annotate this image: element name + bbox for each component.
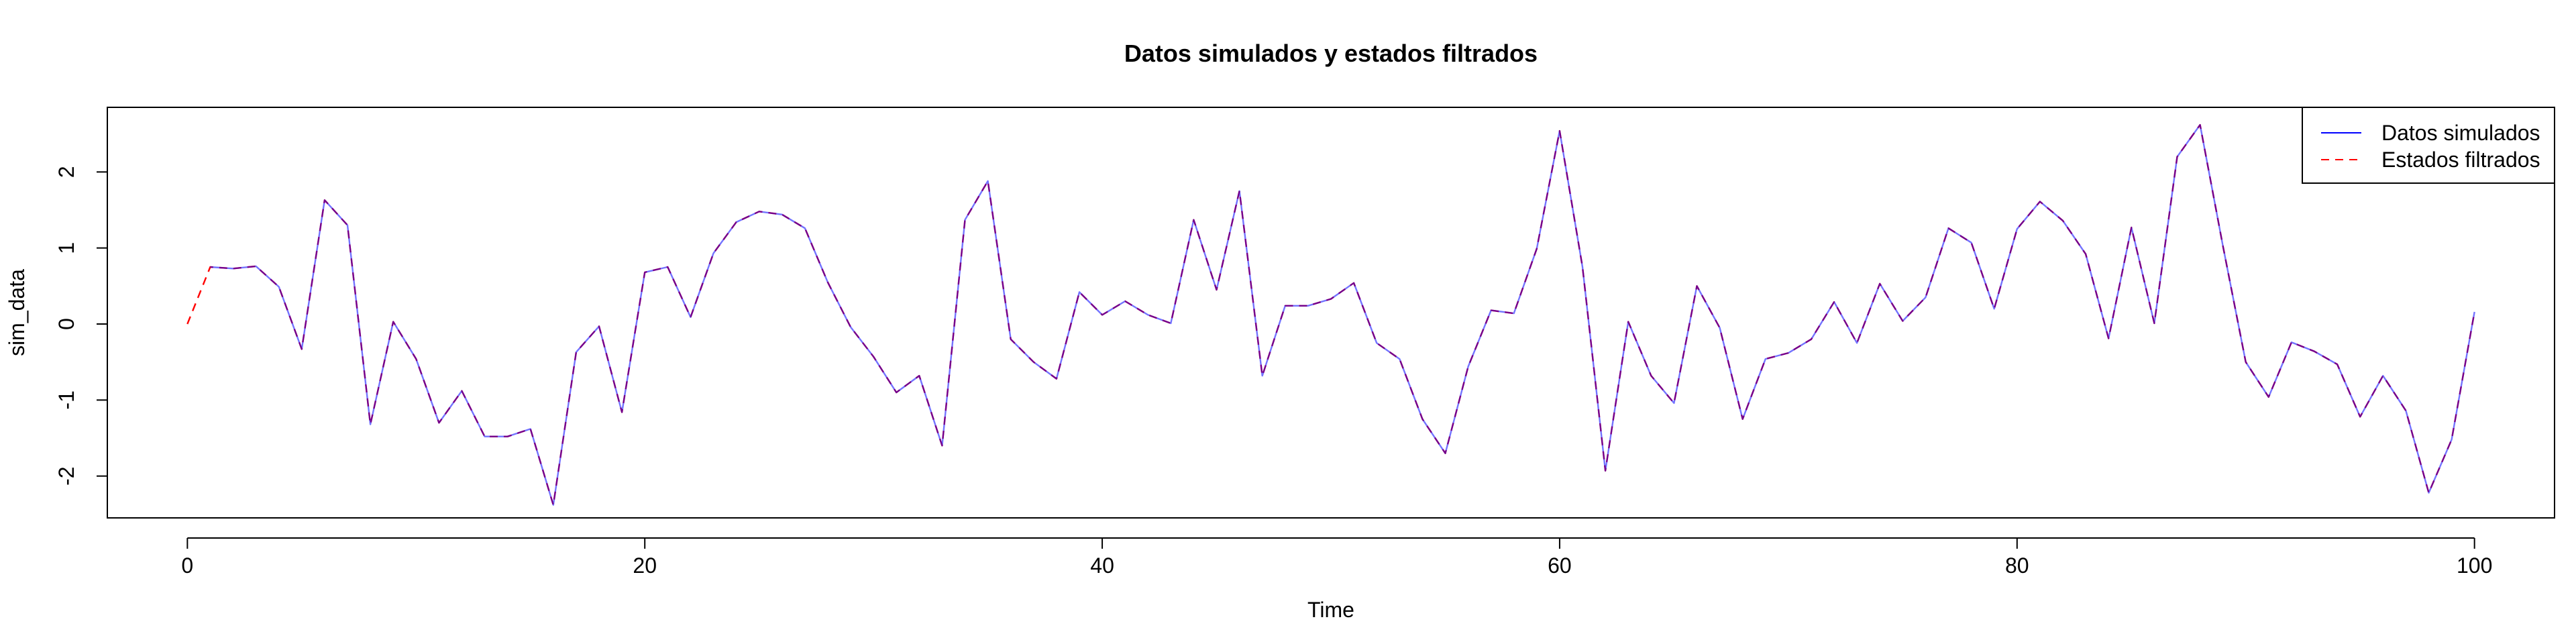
series-line-estados-filtrados [186,123,2475,506]
legend: Datos simulados Estados filtrados [2302,107,2555,184]
y-tick-label: 0 [54,318,78,330]
x-tick-label: 80 [2005,553,2029,578]
y-axis: -2 -1 0 1 2 [54,166,108,486]
legend-box [2302,107,2555,184]
chart-title: Datos simulados y estados filtrados [1124,40,1538,67]
y-tick-label: -1 [54,390,78,409]
x-tick-label: 100 [2457,553,2492,578]
x-tick-label: 60 [1548,553,1572,578]
x-tick-label: 40 [1090,553,1114,578]
series-line-datos-simulados [210,123,2475,506]
x-axis: 0 20 40 60 80 100 [181,537,2492,578]
y-tick-label: -2 [54,466,78,485]
series-layer [186,123,2475,506]
legend-label-datos-simulados: Datos simulados [2381,121,2540,145]
x-tick-label: 20 [633,553,657,578]
x-axis-label: Time [1307,598,1354,622]
plot-area [107,107,2555,519]
y-tick-label: 1 [54,242,78,254]
y-axis-label: sim_data [5,269,29,356]
x-tick-label: 0 [181,553,193,578]
legend-label-estados-filtrados: Estados filtrados [2381,148,2540,172]
y-tick-label: 2 [54,166,78,178]
